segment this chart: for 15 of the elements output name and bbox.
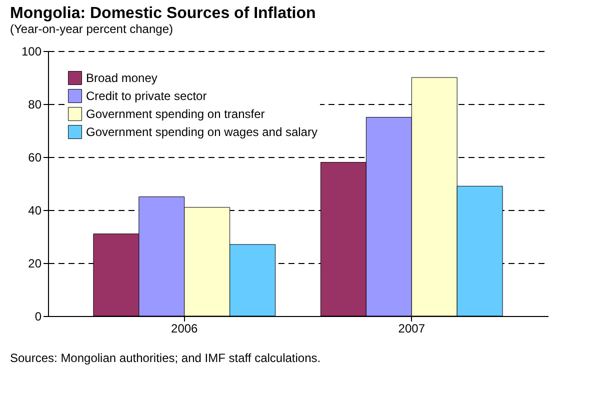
x-tick-label: 2007 (398, 322, 426, 336)
y-tick-label: 60 (28, 150, 42, 164)
legend-label: Credit to private sector (86, 89, 207, 103)
chart-title: Mongolia: Domestic Sources of Inflation (10, 5, 316, 22)
legend-label: Broad money (86, 71, 158, 85)
y-tick-label: 20 (28, 256, 42, 270)
chart-subtitle: (Year-on-year percent change) (10, 22, 173, 36)
x-tick-label: 2006 (171, 322, 198, 336)
legend-label: Government spending on wages and salary (86, 125, 318, 139)
y-tick-label: 40 (28, 204, 42, 218)
y-tick-label: 100 (21, 44, 42, 58)
legend-label: Government spending on transfer (86, 107, 265, 121)
source-note: Sources: Mongolian authorities; and IMF staff calculations. (10, 351, 321, 365)
y-tick-label: 80 (28, 98, 42, 112)
y-tick-label: 0 (34, 310, 42, 324)
